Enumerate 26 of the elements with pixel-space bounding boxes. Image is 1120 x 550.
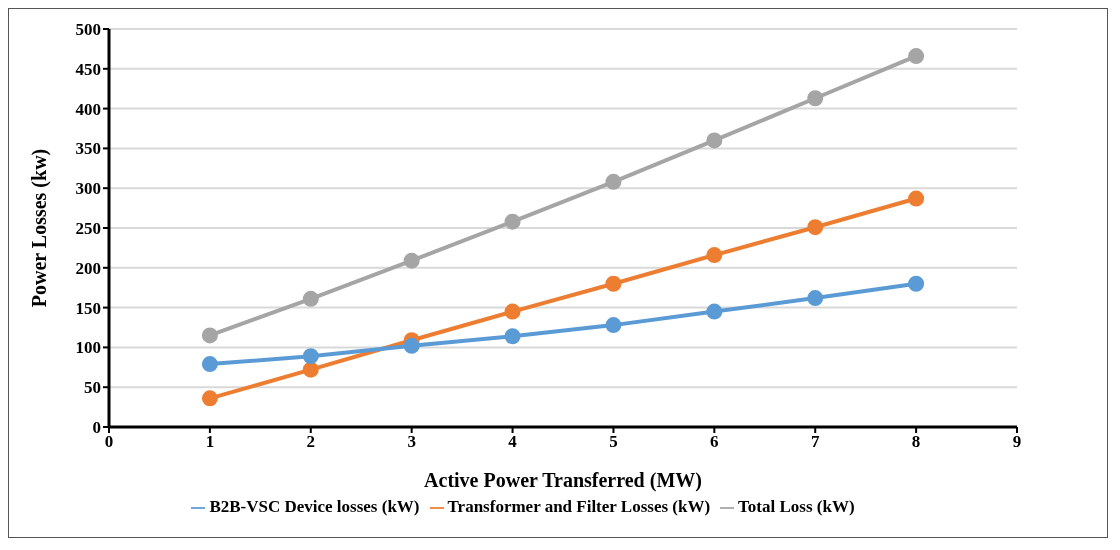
y-tick-label: 100 (75, 338, 101, 358)
x-tick-label: 2 (306, 432, 316, 452)
y-tick-label: 450 (75, 59, 101, 79)
y-tick-label: 250 (75, 219, 101, 239)
legend-label: Total Loss (kW) (738, 497, 855, 516)
x-tick-label: 3 (407, 432, 416, 452)
x-tick-label: 8 (911, 432, 921, 452)
x-tick-label: 6 (710, 432, 719, 452)
x-tick-label: 9 (1012, 432, 1022, 452)
x-tick-label: 1 (205, 432, 215, 452)
y-tick-label: 150 (75, 298, 101, 318)
y-tick-label: 200 (75, 258, 101, 278)
legend-label: Transformer and Filter Losses (kW) (447, 497, 711, 516)
y-tick-label: 500 (75, 20, 101, 40)
y-tick-label: 50 (84, 378, 101, 398)
y-tick-label: 0 (92, 418, 101, 438)
y-axis-title: Power Losses (kw) (28, 148, 52, 308)
x-tick-label: 5 (609, 432, 618, 452)
y-tick-label: 350 (75, 139, 101, 159)
x-tick-label: 0 (104, 432, 114, 452)
legend-label: B2B-VSC Device losses (kW) (209, 497, 420, 516)
x-axis-title: Active Power Transferred (MW) (424, 469, 702, 492)
x-tick-label: 4 (508, 432, 518, 452)
y-tick-label: 400 (75, 99, 101, 119)
y-tick-label: 300 (75, 179, 101, 199)
x-tick-label: 7 (810, 432, 820, 452)
